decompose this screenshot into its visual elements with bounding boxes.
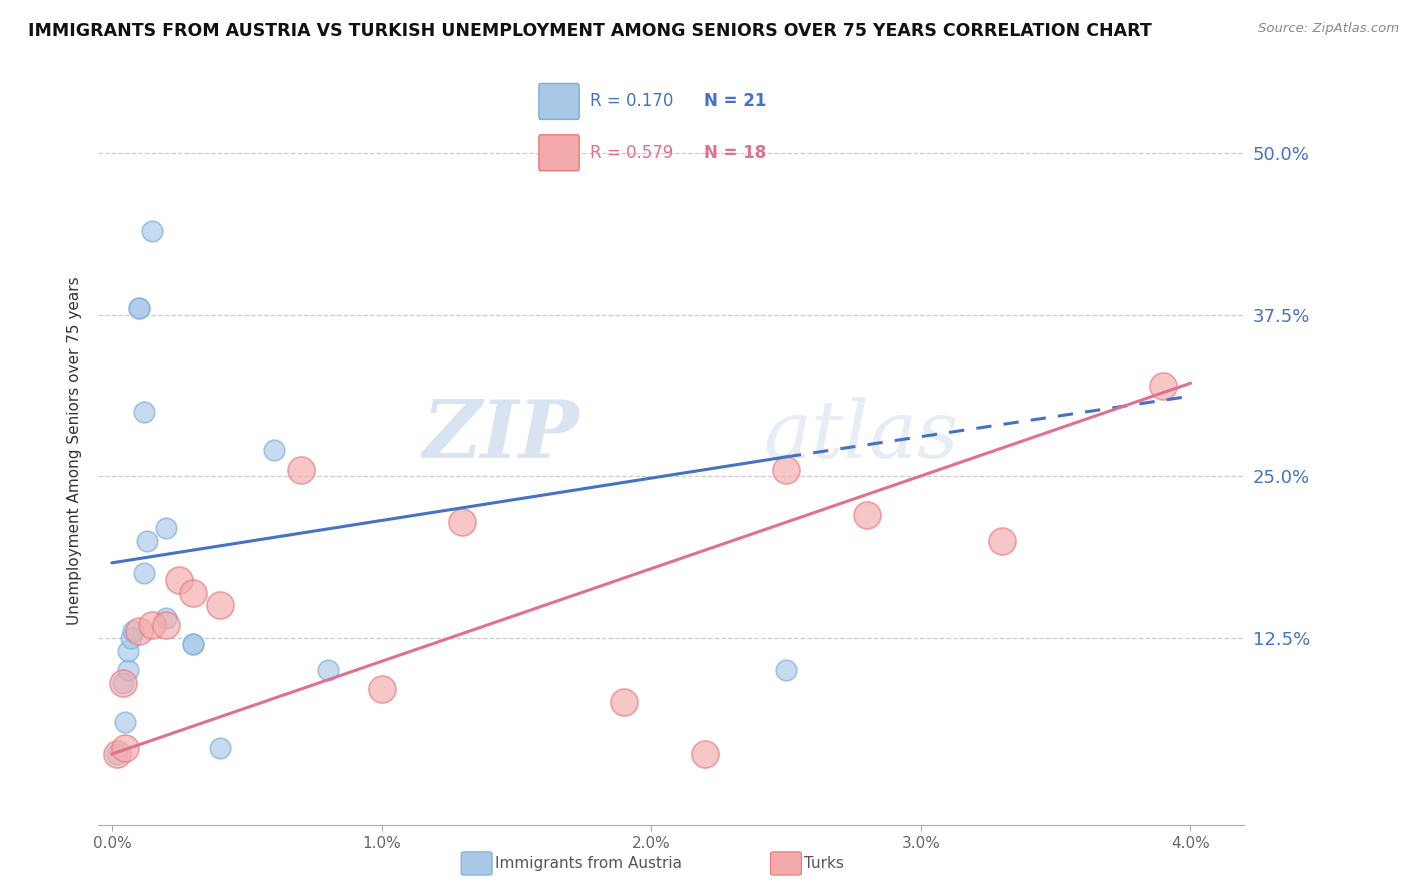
Point	[105, 747, 128, 761]
Point	[155, 521, 177, 535]
Text: ZIP: ZIP	[423, 397, 579, 475]
Point	[117, 643, 139, 657]
Point	[208, 740, 231, 755]
Point	[208, 599, 231, 613]
Point	[990, 533, 1012, 548]
Point	[128, 301, 150, 316]
Point	[263, 443, 285, 458]
Point	[316, 663, 339, 677]
Point	[117, 663, 139, 677]
Point	[370, 682, 392, 697]
Point	[181, 637, 204, 651]
Point	[105, 747, 128, 761]
Point	[141, 618, 163, 632]
Point	[181, 637, 204, 651]
Point	[141, 224, 163, 238]
Point	[134, 405, 156, 419]
Point	[169, 573, 191, 587]
Point	[111, 676, 134, 690]
Text: Immigrants from Austria: Immigrants from Austria	[495, 856, 682, 871]
Point	[1152, 379, 1174, 393]
Point	[181, 585, 204, 599]
Text: IMMIGRANTS FROM AUSTRIA VS TURKISH UNEMPLOYMENT AMONG SENIORS OVER 75 YEARS CORR: IMMIGRANTS FROM AUSTRIA VS TURKISH UNEMP…	[28, 22, 1152, 40]
Point	[122, 624, 145, 639]
Point	[693, 747, 716, 761]
Point	[134, 566, 156, 581]
Point	[120, 631, 142, 645]
Text: R = 0.170: R = 0.170	[591, 93, 673, 111]
Point	[128, 624, 150, 639]
Y-axis label: Unemployment Among Seniors over 75 years: Unemployment Among Seniors over 75 years	[67, 277, 83, 624]
Point	[155, 618, 177, 632]
Point	[290, 463, 312, 477]
Point	[775, 663, 797, 677]
FancyBboxPatch shape	[538, 135, 579, 170]
Point	[111, 676, 134, 690]
Point	[775, 463, 797, 477]
Text: Source: ZipAtlas.com: Source: ZipAtlas.com	[1258, 22, 1399, 36]
Point	[451, 515, 474, 529]
Point	[856, 508, 879, 522]
Text: atlas: atlas	[763, 397, 959, 475]
Text: R = 0.579: R = 0.579	[591, 144, 673, 161]
Point	[114, 714, 136, 729]
Point	[114, 740, 136, 755]
Point	[136, 533, 159, 548]
Text: Turks: Turks	[804, 856, 844, 871]
Point	[155, 611, 177, 625]
Text: N = 18: N = 18	[704, 144, 766, 161]
Text: N = 21: N = 21	[704, 93, 766, 111]
Point	[128, 301, 150, 316]
Point	[613, 695, 636, 709]
FancyBboxPatch shape	[538, 84, 579, 120]
